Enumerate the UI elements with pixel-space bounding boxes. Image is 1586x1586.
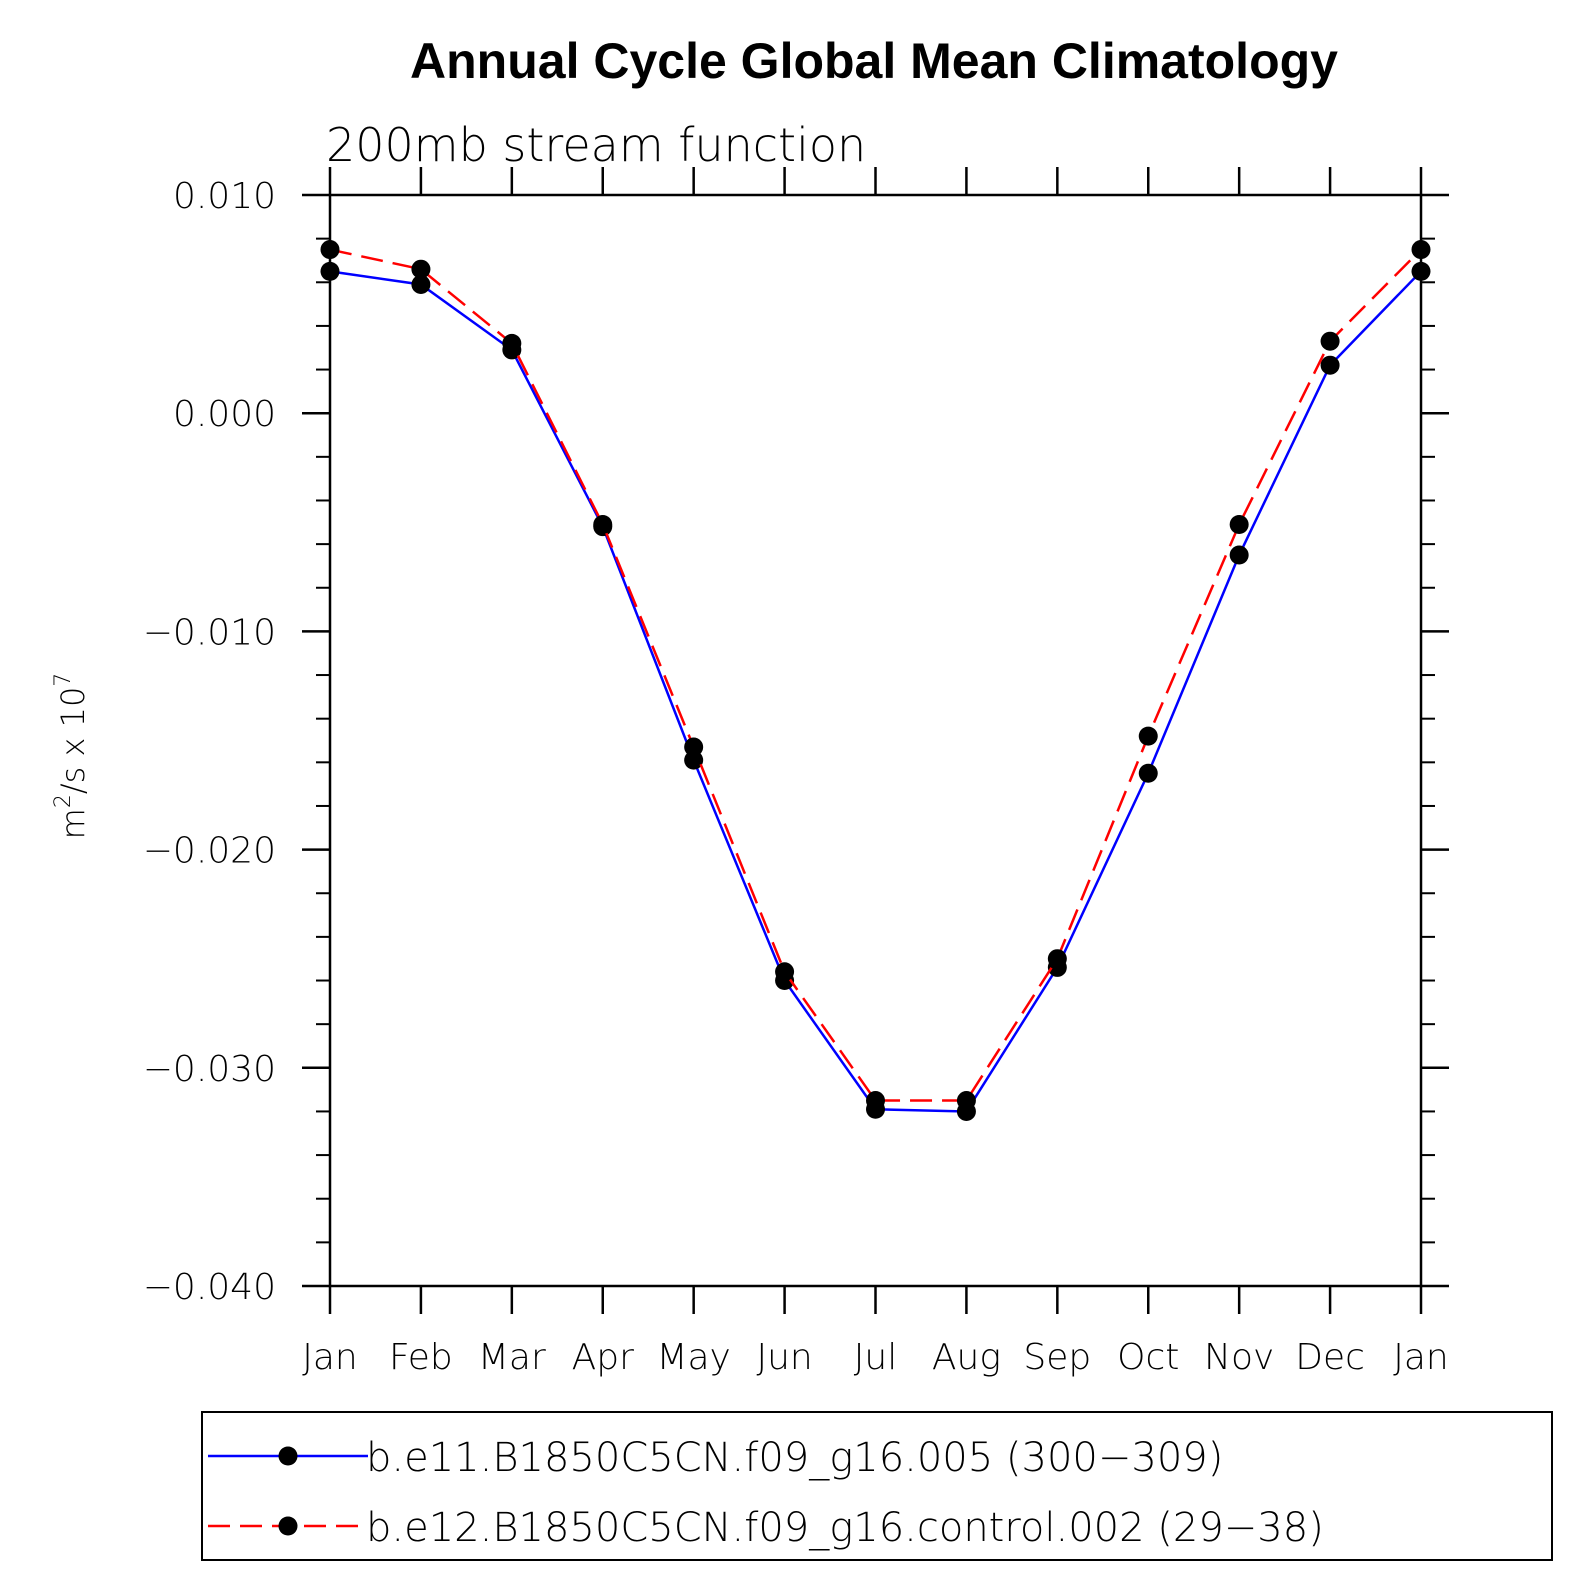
data-point — [1229, 514, 1249, 534]
y-tick-label: −0.040 — [143, 1267, 276, 1308]
legend-marker-1 — [278, 1446, 298, 1466]
plot-frame — [328, 193, 1423, 1288]
data-point — [1047, 949, 1067, 969]
legend: b.e11.B1850C5CN.f09_g16.005 (300−309) b.e… — [201, 1411, 1553, 1561]
series-1 — [320, 261, 1431, 1121]
x-tick-label: Aug — [932, 1337, 1001, 1378]
data-point — [1229, 545, 1249, 565]
data-point — [956, 1091, 976, 1111]
x-tick-label: May — [656, 1337, 730, 1378]
data-point — [1320, 331, 1340, 351]
y-axis-title: m2/s x 107 — [51, 673, 92, 840]
data-point — [866, 1091, 885, 1111]
data-point — [320, 240, 340, 260]
data-point — [1411, 240, 1431, 260]
data-point — [775, 962, 795, 982]
x-tick-label: Jan — [302, 1337, 358, 1378]
x-tick-label: Jul — [854, 1337, 897, 1378]
series-2 — [320, 240, 1431, 1111]
legend-label-1: b.e11.B1850C5CN.f09_g16.005 (300−309) — [366, 1435, 1223, 1481]
x-tick-label: Apr — [572, 1337, 634, 1378]
data-point — [1138, 726, 1158, 746]
data-point — [320, 261, 340, 281]
plot-series — [320, 240, 1431, 1121]
chart-title: Annual Cycle Global Mean Climatology — [410, 33, 1338, 89]
y-tick-label: −0.010 — [143, 612, 276, 653]
legend-marker-2 — [278, 1516, 298, 1536]
x-tick-label: Mar — [478, 1337, 546, 1378]
data-point — [1320, 355, 1340, 375]
series-line — [329, 248, 1422, 1102]
data-point — [684, 750, 704, 770]
y-tick-label: −0.020 — [143, 831, 276, 872]
chart-subtitle: 200mb stream function — [326, 118, 866, 172]
x-tick-label: Jan — [1393, 1337, 1449, 1378]
data-point — [1411, 261, 1431, 281]
data-point — [1138, 763, 1158, 783]
data-point — [411, 259, 431, 279]
x-tick-label: Jun — [756, 1337, 812, 1378]
series-line — [329, 270, 1422, 1113]
y-tick-label: 0.000 — [173, 394, 276, 435]
y-axis-label: m2/s x 107 — [51, 673, 92, 840]
y-tick-label: −0.030 — [143, 1049, 276, 1090]
x-tick-label: Sep — [1023, 1337, 1091, 1378]
data-point — [411, 274, 431, 294]
data-point — [684, 737, 704, 757]
y-tick-label: 0.010 — [173, 176, 276, 217]
legend-label-2: b.e12.B1850C5CN.f09_g16.control.002 (29−… — [366, 1505, 1324, 1551]
x-tick-label: Nov — [1204, 1337, 1274, 1378]
x-tick-label: Dec — [1295, 1337, 1365, 1378]
data-point — [502, 333, 522, 353]
x-tick-label: Feb — [389, 1337, 453, 1378]
legend-box — [201, 1411, 1553, 1561]
x-tick-label: Oct — [1117, 1337, 1179, 1378]
data-point — [593, 514, 613, 534]
axes: 0.010 0.000 −0.010 −0.020 −0.030 −0.040 Jan Feb… — [143, 167, 1449, 1378]
